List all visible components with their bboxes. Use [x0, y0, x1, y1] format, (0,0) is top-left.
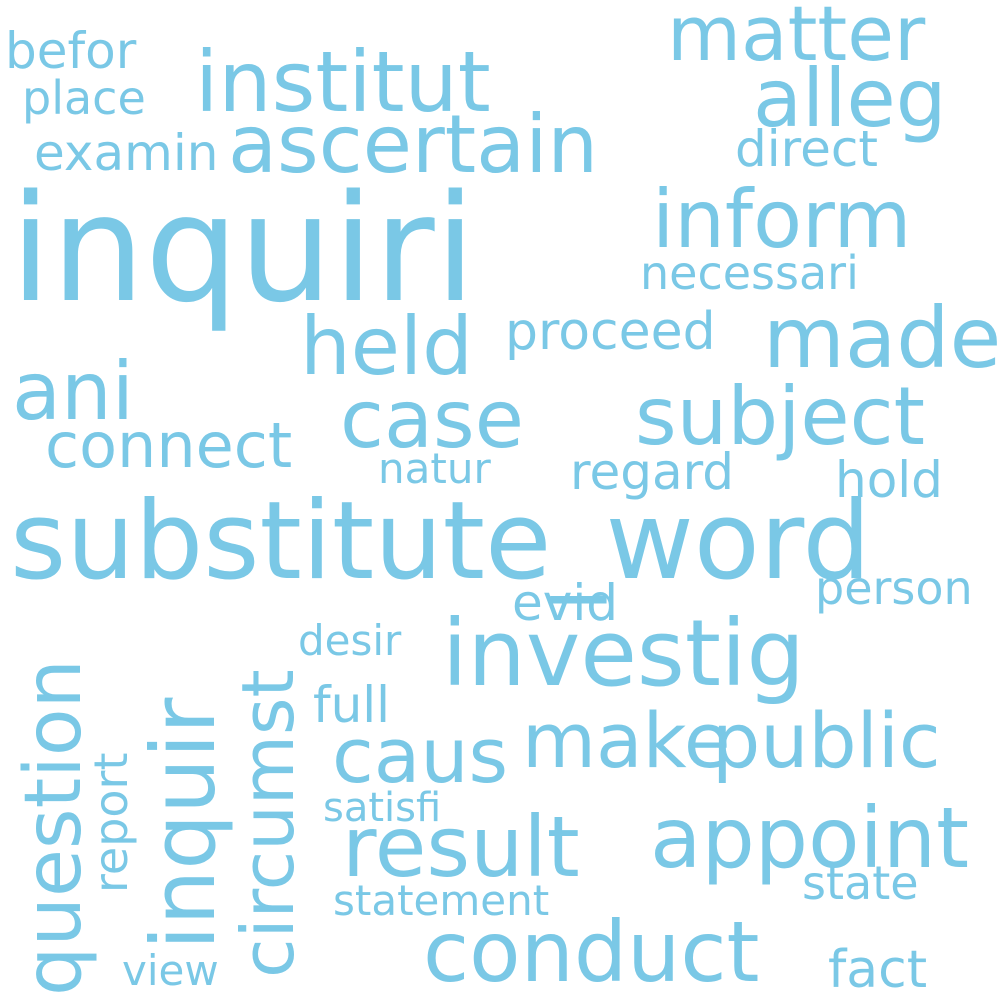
word-regard: regard: [570, 443, 735, 501]
word-statement: statement: [333, 876, 550, 925]
word-subject: subject: [635, 370, 925, 463]
word-fact: fact: [828, 940, 928, 1000]
word-befor: befor: [5, 22, 137, 80]
word-examin: examin: [34, 124, 219, 182]
word-institut: institut: [195, 33, 491, 131]
word-natur: natur: [378, 444, 491, 493]
word-desir: desir: [298, 616, 402, 665]
word-place: place: [22, 71, 146, 125]
word-circumst: circumst: [226, 669, 310, 978]
word-case: case: [340, 373, 524, 466]
word-ani: ani: [12, 345, 134, 438]
word-substitute-word: substitute_word: [10, 479, 871, 604]
word-ascertain: ascertain: [228, 98, 599, 191]
word-caus: caus: [332, 711, 509, 800]
word-public: public: [712, 696, 941, 785]
word-held: held: [300, 300, 473, 393]
word-appoint: appoint: [650, 789, 970, 887]
word-inquiri: inquiri: [10, 163, 476, 335]
word-made: made: [763, 289, 1000, 387]
word-inquir: inquir: [132, 697, 235, 950]
word-proceed: proceed: [505, 302, 716, 362]
word-hold: hold: [835, 451, 943, 509]
word-evid: evid: [512, 574, 618, 632]
word-question: question: [9, 659, 99, 996]
word-result: result: [342, 798, 580, 896]
word-investig: investig: [442, 600, 805, 707]
word-necessari: necessari: [640, 246, 859, 300]
word-make: make: [522, 696, 731, 785]
word-matter: matter: [667, 0, 926, 78]
word-direct: direct: [735, 120, 878, 178]
word-conduct: conduct: [423, 903, 760, 1000]
word-inform: inform: [652, 173, 912, 266]
word-state: state: [802, 856, 919, 910]
word-report: report: [84, 752, 138, 894]
word-connect: connect: [45, 409, 293, 482]
word-view: view: [122, 946, 219, 995]
word-satisfi: satisfi: [323, 785, 442, 831]
word-person: person: [815, 561, 973, 615]
word-full: full: [313, 676, 391, 734]
word-alleg: alleg: [753, 52, 947, 145]
